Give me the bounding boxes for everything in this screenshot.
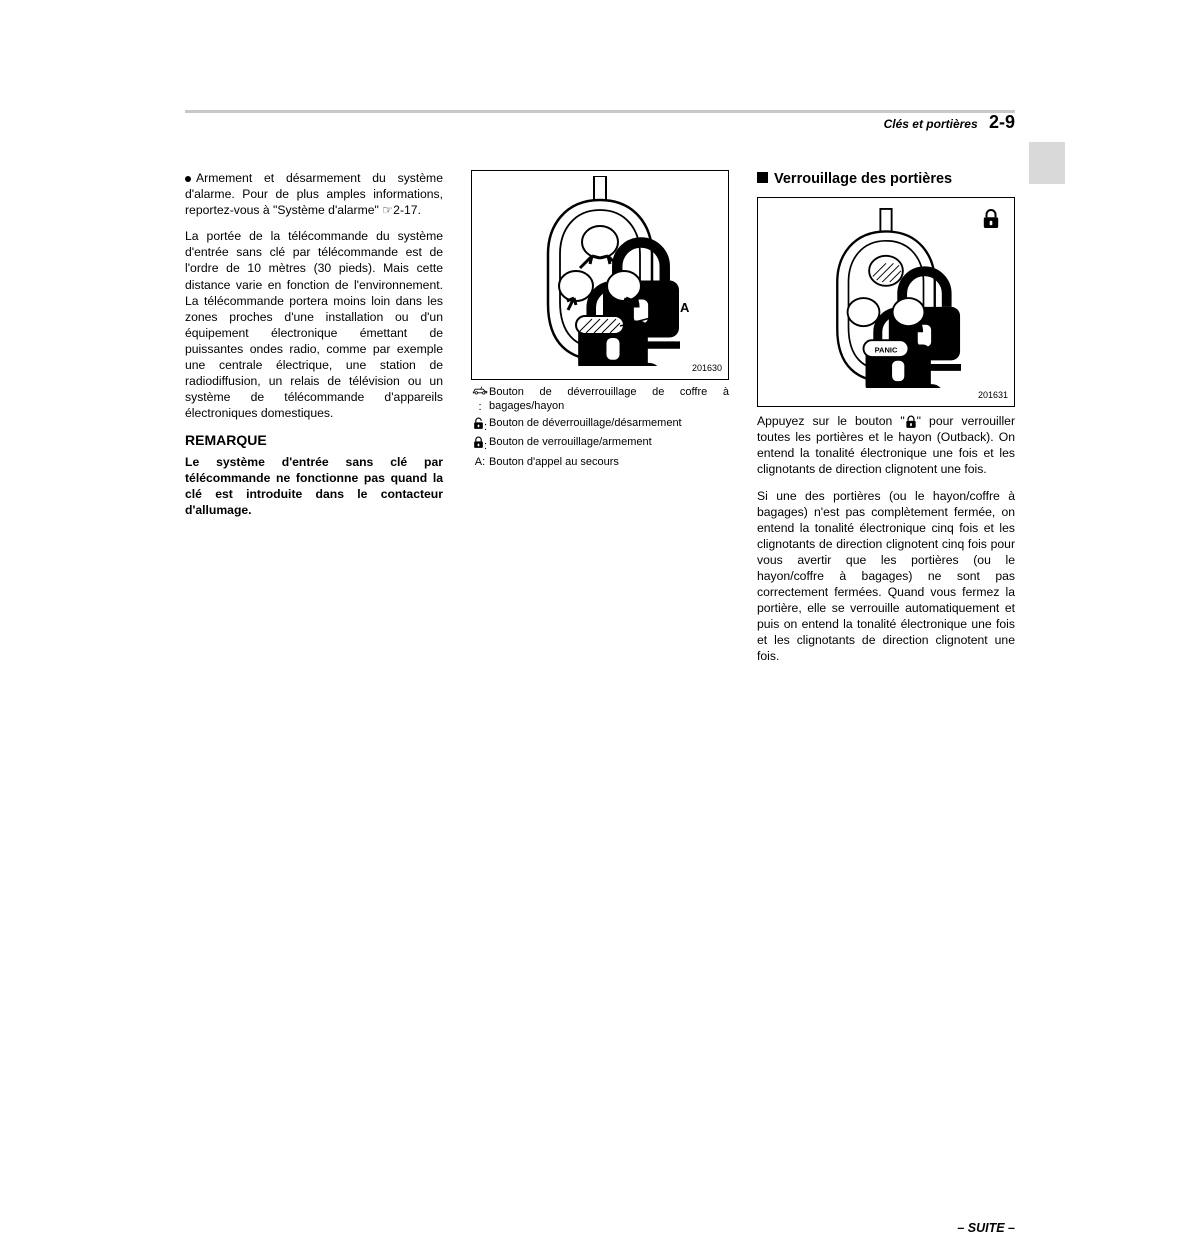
page-number: 2-9 <box>989 112 1015 132</box>
svg-text:PANIC: PANIC <box>875 345 898 354</box>
legend-text: Bouton d'appel au secours <box>489 456 619 470</box>
section-tab <box>1029 142 1065 184</box>
lock-closed-icon <box>905 415 917 429</box>
bullet-icon <box>185 176 191 182</box>
continued-label: – SUITE – <box>957 1221 1015 1235</box>
figure-id: 201630 <box>692 363 722 375</box>
paragraph: Armement et désarmement du système d'ala… <box>185 170 443 218</box>
paragraph: La portée de la télécommande du système … <box>185 228 443 421</box>
note-body: Le système d'entrée sans clé par télécom… <box>185 454 443 518</box>
column-middle: A 201630 : Bouton de déverrouillage de c… <box>471 170 729 675</box>
text: Appuyez sur le bouton " <box>757 414 905 428</box>
paragraph: Si une des portières (ou le hayon/coffre… <box>757 488 1015 665</box>
legend-row: A: Bouton d'appel au secours <box>471 456 729 470</box>
legend-text: Bouton de déverrouillage/désarmement <box>489 417 682 431</box>
figure-legend: : Bouton de déverrouillage de coffre à b… <box>471 386 729 470</box>
text: Armement et désarmement du système d'ala… <box>185 171 443 217</box>
lock-closed-icon: : <box>471 436 489 454</box>
column-left: Armement et désarmement du système d'ala… <box>185 170 443 675</box>
legend-text: Bouton de déverrouillage de coffre à bag… <box>489 386 729 414</box>
legend-row: : Bouton de verrouillage/armement <box>471 436 729 454</box>
keyfob-diagram-icon: PANIC <box>811 208 961 388</box>
figure-keyfob-labeled: A 201630 <box>471 170 729 380</box>
section-heading: Verrouillage des portières <box>757 170 1015 189</box>
note-heading: REMARQUE <box>185 431 443 449</box>
paragraph: Appuyez sur le bouton "" pour verrouille… <box>757 413 1015 477</box>
keyfob-diagram-icon <box>520 176 680 366</box>
figure-keyfob-lock: PANIC 201631 <box>757 197 1015 407</box>
column-right: Verrouillage des portières <box>757 170 1015 675</box>
legend-a-label: A: <box>471 456 489 470</box>
lock-closed-icon <box>982 208 1000 230</box>
breadcrumb: Clés et portières <box>884 117 978 131</box>
car-trunk-icon: : <box>471 386 489 415</box>
page-header: Clés et portières 2-9 <box>884 112 1015 133</box>
callout-label-a: A <box>680 299 689 316</box>
legend-text: Bouton de verrouillage/armement <box>489 436 652 450</box>
heading-text: Verrouillage des portières <box>774 171 952 187</box>
lock-open-icon: : <box>471 417 489 435</box>
square-bullet-icon <box>757 172 768 183</box>
figure-id: 201631 <box>978 390 1008 402</box>
legend-row: : Bouton de déverrouillage/désarmement <box>471 417 729 435</box>
legend-row: : Bouton de déverrouillage de coffre à b… <box>471 386 729 415</box>
